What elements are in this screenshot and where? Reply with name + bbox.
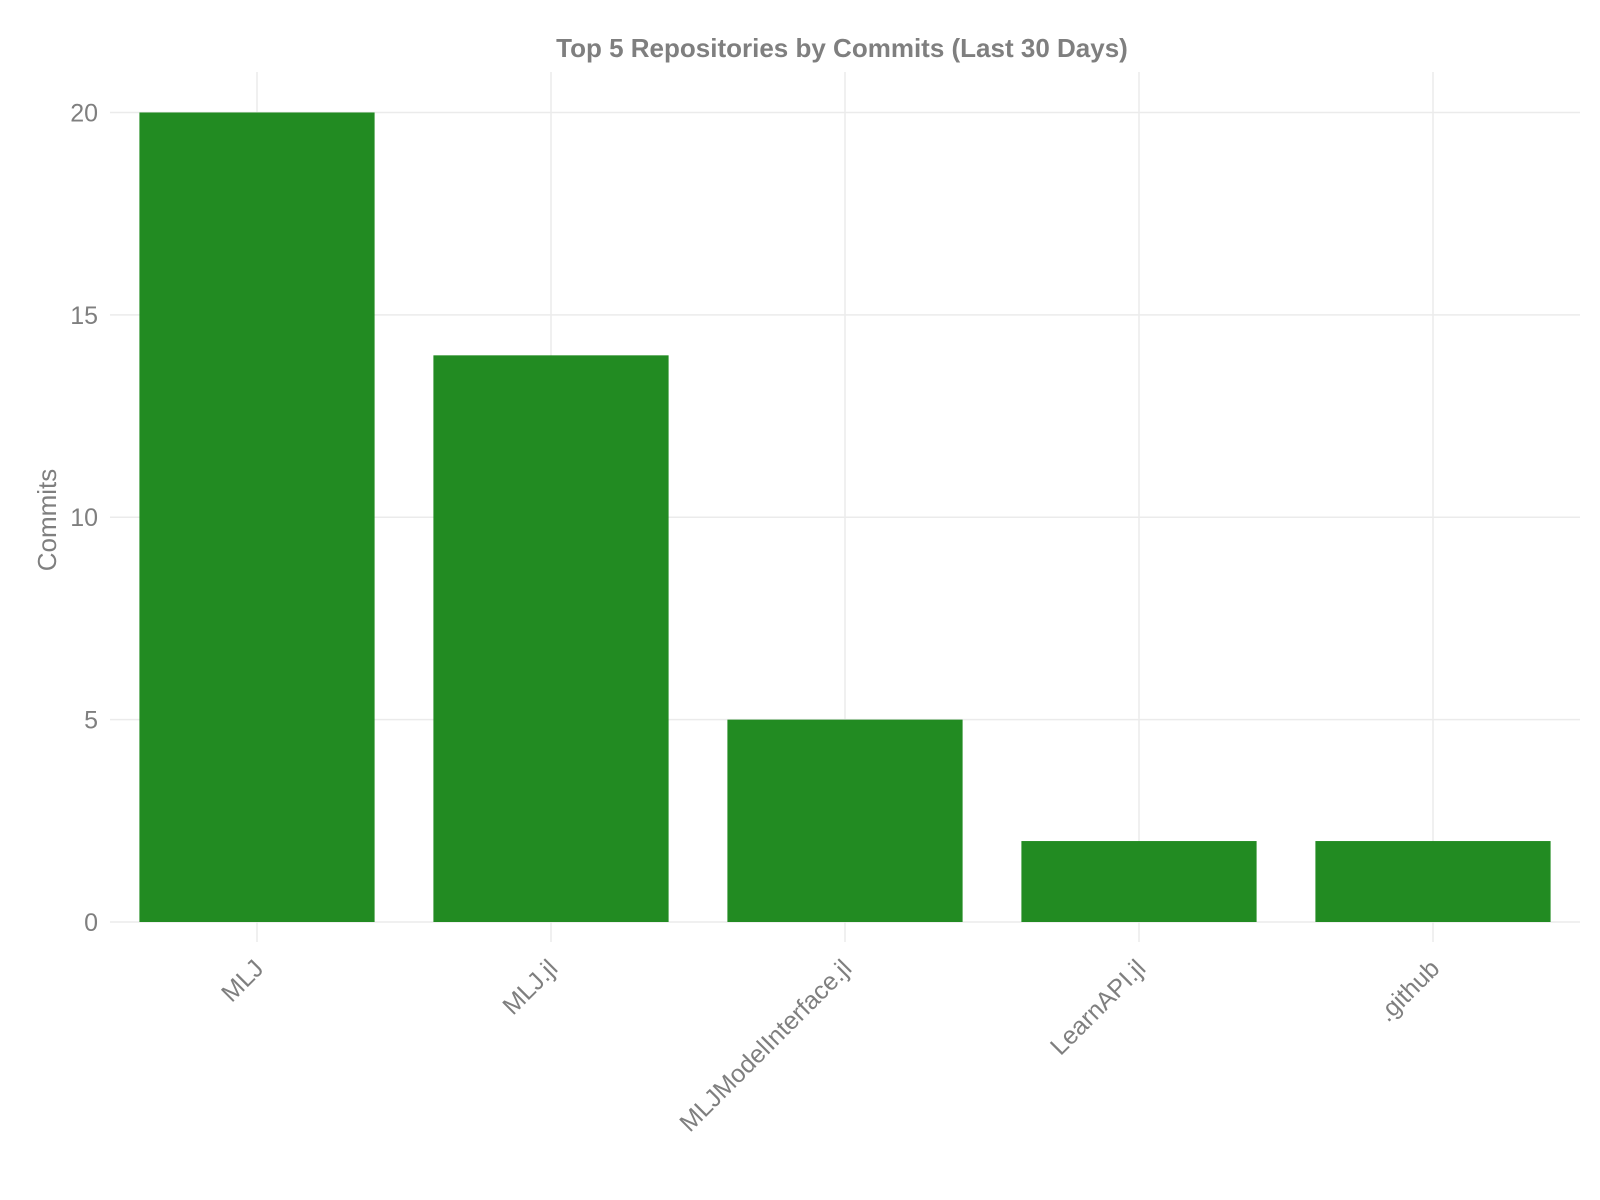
bar-mlj-jl [433,355,669,922]
x-tick-label: MLJ.jl [497,954,563,1020]
y-tick-label: 20 [70,99,98,127]
y-axis-label: Commits [32,469,62,572]
y-axis-ticks: 0 5 10 15 20 [70,99,98,937]
bar-mljmodelinterface-jl [727,719,963,922]
x-tick-label: LearnAPI.jl [1045,954,1151,1060]
x-tick-label: .github [1372,954,1445,1027]
bars [139,112,1551,922]
y-tick-label: 10 [70,504,98,532]
y-tick-label: 0 [84,909,98,937]
x-tick-label: MLJ [216,954,269,1007]
bar-github [1315,841,1551,922]
bar-learnapi-jl [1021,841,1257,922]
x-axis-ticks: MLJ MLJ.jl MLJModelInterface.jl LearnAPI.jl… [216,954,1445,1137]
y-tick-label: 15 [70,302,98,330]
x-tick-label: MLJModelInterface.jl [674,954,857,1137]
bar-mlj [139,112,375,922]
chart-title: Top 5 Repositories by Commits (Last 30 D… [556,33,1128,63]
y-tick-label: 5 [84,707,98,735]
